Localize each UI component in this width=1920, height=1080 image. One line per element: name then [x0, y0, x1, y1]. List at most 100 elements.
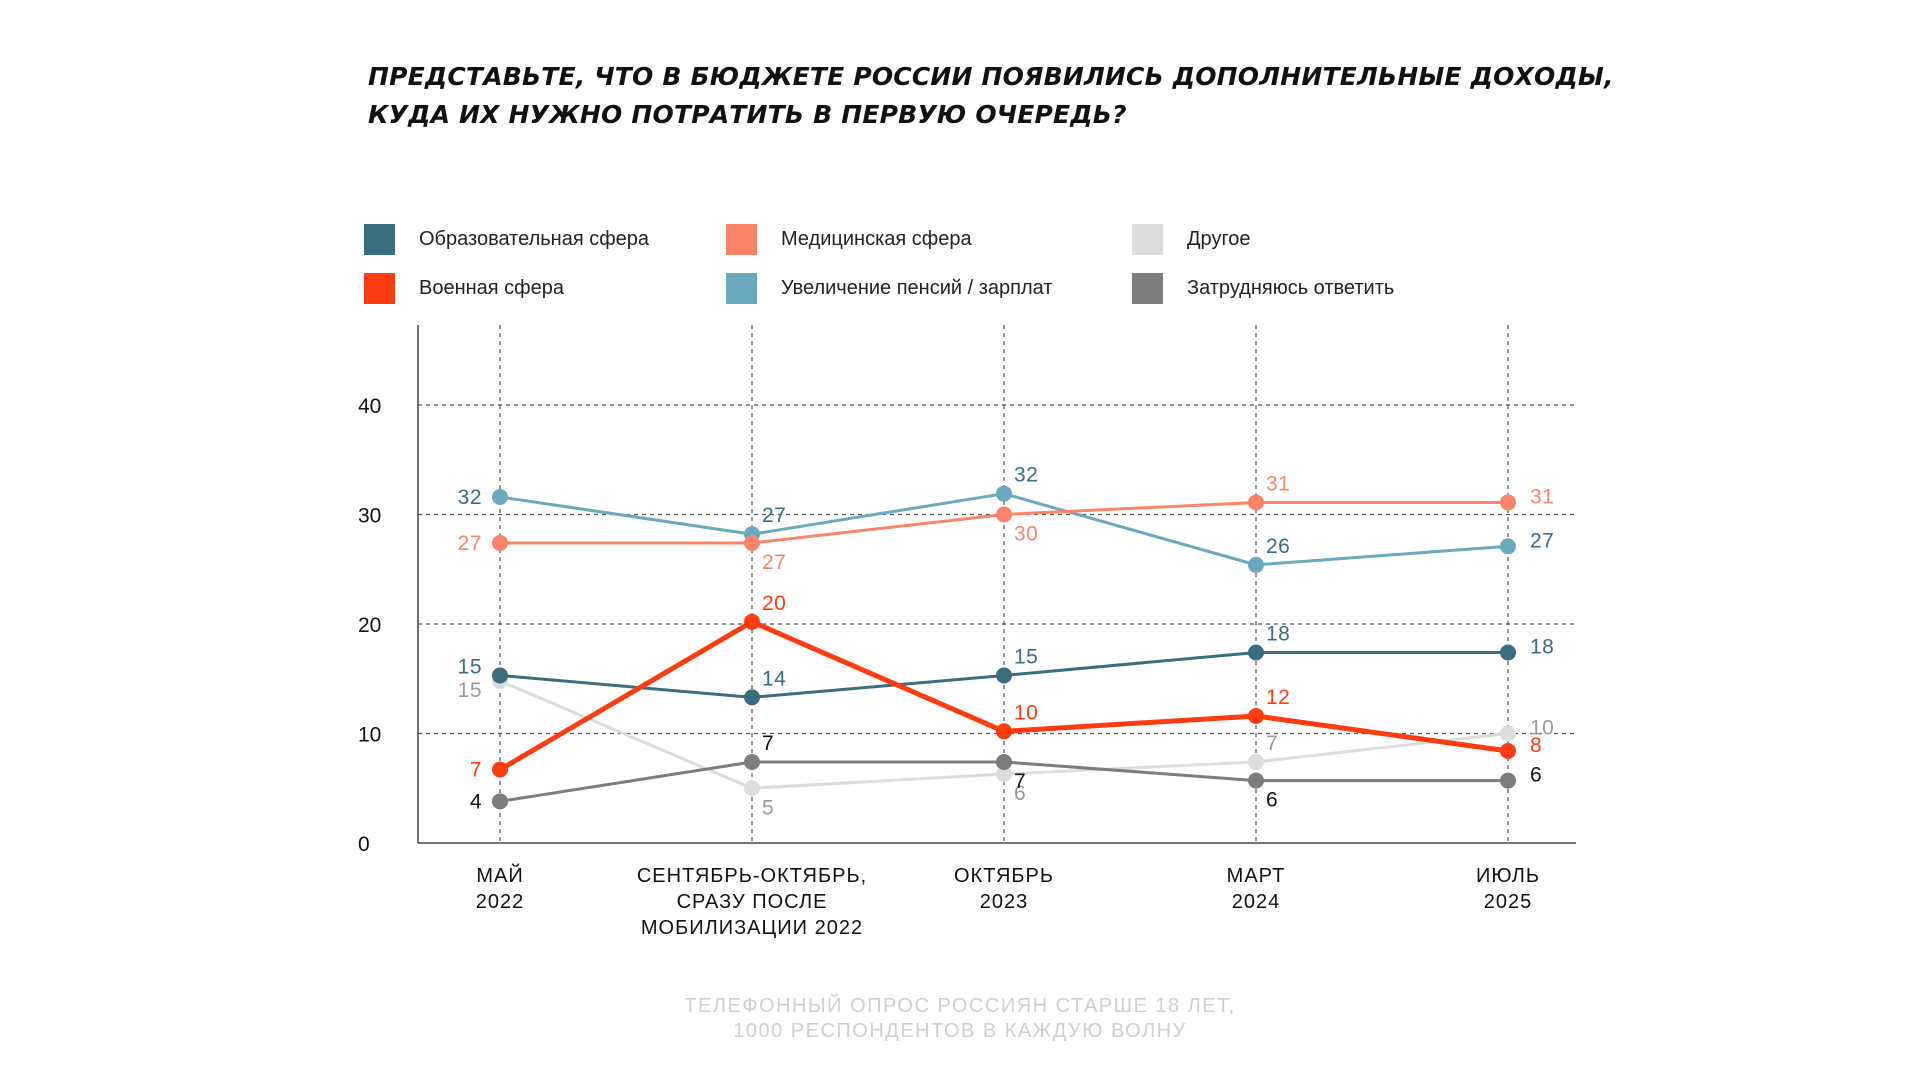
data-label: 7: [1266, 732, 1278, 755]
data-point: [744, 753, 760, 770]
data-point: [1248, 556, 1264, 573]
legend-swatch: [726, 223, 757, 255]
data-label: 32: [458, 486, 482, 509]
data-label: 31: [1266, 472, 1290, 495]
data-point: [492, 488, 508, 505]
x-tick-label-line: СРАЗУ ПОСЛЕ: [677, 891, 828, 913]
data-label: 27: [1530, 529, 1554, 552]
y-tick-label: 40: [358, 395, 381, 418]
x-tick-label-line: 2025: [1484, 891, 1533, 913]
data-point: [492, 761, 508, 778]
x-tick-label-line: ИЮЛЬ: [1476, 865, 1540, 887]
data-point: [492, 667, 508, 684]
x-tick-label: МАРТ 2024: [1227, 865, 1286, 913]
data-label: 10: [1014, 701, 1038, 724]
x-tick-label-line: 2022: [476, 891, 525, 913]
data-label: 7: [1014, 770, 1026, 793]
x-tick-label: ОКТЯБРЬ 2023: [954, 865, 1054, 913]
data-label: 5: [762, 796, 774, 819]
data-label: 27: [762, 504, 786, 527]
data-label: 15: [1014, 645, 1038, 668]
data-label: 14: [762, 667, 786, 690]
data-point: [1500, 743, 1516, 760]
x-tick-label-line: МОБИЛИЗАЦИИ 2022: [641, 917, 863, 939]
legend-swatch: [364, 272, 395, 304]
legend-item-other: Другое: [1132, 223, 1251, 255]
legend-item-medicine: Медицинская сфера: [726, 223, 972, 255]
data-label: 30: [1014, 523, 1038, 546]
chart-axes: 0 10 20 30 40 МАЙ 2022 СЕНТЯБРЬ-ОКТЯБРЬ, СРАЗУ П…: [358, 325, 1576, 939]
data-label: 15: [458, 679, 482, 702]
data-label: 7: [470, 759, 482, 782]
data-label: 10: [1530, 717, 1554, 740]
data-label: 4: [470, 790, 482, 813]
data-point: [996, 506, 1012, 523]
source-note: ТЕЛЕФОННЫЙ ОПРОС РОССИЯН СТАРШЕ 18 ЛЕТ, …: [560, 994, 1360, 1044]
x-tick-label-line: МАЙ: [476, 863, 523, 887]
data-point: [996, 723, 1012, 740]
y-tick-label: 30: [358, 505, 381, 528]
y-tick-label: 0: [358, 833, 370, 856]
data-point: [1248, 707, 1264, 724]
data-point: [744, 534, 760, 551]
legend-item-pensions: Увеличение пенсий / зарплат: [726, 272, 1053, 304]
data-label: 12: [1266, 686, 1290, 709]
data-point: [1500, 725, 1516, 742]
data-label: 6: [1530, 764, 1542, 787]
chart-title-line-2: КУДА ИХ НУЖНО ПОТРАТИТЬ В ПЕРВУЮ ОЧЕРЕДЬ…: [368, 100, 1127, 129]
source-note-line-2: 1000 РЕСПОНДЕНТОВ В КАЖДУЮ ВОЛНУ: [733, 1020, 1187, 1042]
legend-item-military: Военная сфера: [364, 272, 564, 304]
legend-item-dont-know: Затрудняюсь ответить: [1132, 272, 1394, 304]
data-point: [1500, 644, 1516, 661]
x-tick-label-line: 2024: [1232, 891, 1281, 913]
data-label: 27: [458, 532, 482, 555]
y-tick-label: 10: [358, 724, 381, 747]
data-label: 8: [1530, 734, 1542, 757]
legend-item-education: Образовательная сфера: [364, 223, 649, 255]
x-tick-label: МАЙ 2022: [476, 863, 525, 913]
data-label: 26: [1266, 535, 1290, 558]
data-label: 18: [1530, 635, 1554, 658]
data-point: [1500, 538, 1516, 555]
chart-title: ПРЕДСТАВЬТЕ, ЧТО В БЮДЖЕТЕ РОССИИ ПОЯВИЛ…: [368, 58, 1668, 134]
legend-label: Увеличение пенсий / зарплат: [781, 276, 1053, 299]
x-tick-label-line: ОКТЯБРЬ: [954, 865, 1054, 887]
x-tick-label-line: СЕНТЯБРЬ-ОКТЯБРЬ,: [637, 865, 867, 887]
data-label: 7: [762, 732, 774, 755]
x-tick-label-line: МАРТ: [1227, 865, 1286, 887]
data-point: [1500, 772, 1516, 789]
legend-swatch: [726, 272, 757, 304]
legend-swatch: [1132, 272, 1163, 304]
data-label: 31: [1530, 485, 1554, 508]
data-point: [492, 534, 508, 551]
legend-label: Другое: [1187, 227, 1251, 250]
chart-series: [492, 485, 1516, 810]
data-label: 6: [1266, 789, 1278, 812]
data-label: 32: [1014, 464, 1038, 487]
y-tick-label: 20: [358, 614, 381, 637]
data-point: [1248, 644, 1264, 661]
legend-label: Образовательная сфера: [419, 227, 650, 250]
x-tick-label: ИЮЛЬ 2025: [1476, 865, 1540, 913]
legend-label: Затрудняюсь ответить: [1187, 276, 1395, 299]
data-point: [996, 753, 1012, 770]
x-tick-label-line: 2023: [980, 891, 1029, 913]
data-point: [996, 485, 1012, 502]
legend-label: Военная сфера: [419, 276, 565, 299]
data-label: 18: [1266, 622, 1290, 645]
data-label: 6: [1014, 782, 1026, 805]
legend-label: Медицинская сфера: [781, 227, 972, 250]
data-point: [996, 766, 1012, 783]
legend-swatch: [364, 223, 395, 255]
data-point: [744, 613, 760, 630]
data-label: 27: [762, 551, 786, 574]
data-point: [1248, 494, 1264, 511]
data-label: 15: [458, 655, 482, 678]
data-label: 20: [762, 592, 786, 615]
data-point: [744, 689, 760, 706]
legend-swatch: [1132, 223, 1163, 255]
data-point: [1248, 753, 1264, 770]
data-point: [1248, 772, 1264, 789]
